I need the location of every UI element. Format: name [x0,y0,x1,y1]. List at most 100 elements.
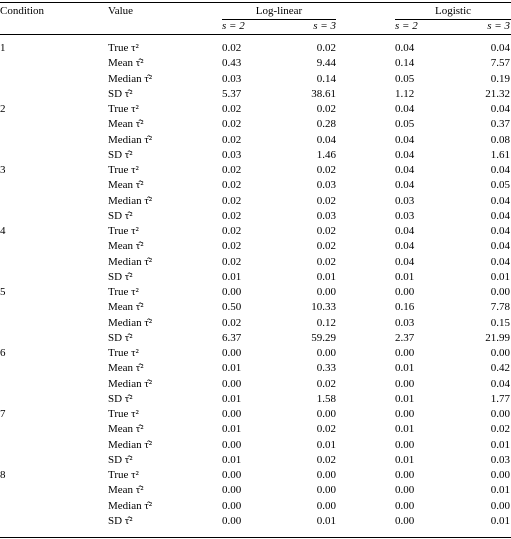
cell: 0.00 [490,286,510,298]
cell: 0.05 [395,72,415,85]
condition-label: 3 [0,164,6,176]
cell: 0.01 [222,453,242,466]
cell: 0.37 [490,118,510,131]
value-label: Mean τ̂² [108,484,144,497]
value-label: SD τ̂² [108,392,133,405]
cell: 0.03 [222,148,242,161]
cell: 0.02 [222,118,242,131]
cell: 0.05 [395,118,415,131]
cell: 0.03 [490,453,510,466]
cell: 0.00 [395,377,415,390]
cell: 0.05 [490,179,510,192]
condition-label: 8 [0,469,6,481]
value-label: Mean τ̂² [108,240,144,253]
cell: 0.00 [222,499,242,512]
cell: 0.01 [395,362,415,375]
value-label: Median τ̂² [108,133,153,146]
cell: 1.61 [490,148,510,161]
cell: 0.02 [222,209,242,222]
cell: 0.00 [222,408,242,420]
cell: 0.00 [316,286,336,298]
group-rule [222,19,336,20]
cell: 0.04 [395,103,415,115]
condition-label: 1 [0,42,6,54]
group-rule [395,19,511,20]
value-label: Median τ̂² [108,438,153,451]
cell: 21.32 [485,87,510,100]
cell: 0.00 [395,469,415,481]
cell: 0.50 [222,301,242,314]
cell: 0.04 [490,103,510,115]
cell: 0.02 [222,240,242,253]
header-rule [0,34,511,35]
cell: 1.58 [316,392,336,405]
cell: 0.02 [222,316,242,329]
cell: 0.04 [395,133,415,146]
cell: 0.00 [222,347,242,359]
cell: 0.43 [222,57,242,70]
value-label: SD τ̂² [108,87,133,100]
cell: 0.04 [490,240,510,253]
value-label: Mean τ̂² [108,57,144,70]
cell: 0.01 [490,514,510,527]
cell: 0.02 [222,194,242,207]
cell: 0.04 [316,133,336,146]
cell: 0.01 [222,270,242,283]
value-label: Median τ̂² [108,255,153,268]
cell: 0.02 [222,133,242,146]
value-label: SD τ̂² [108,270,133,283]
cell: 0.02 [222,164,242,176]
cell: 0.00 [395,514,415,527]
cell: 0.02 [316,255,336,268]
cell: 0.02 [490,423,510,436]
cell: 0.04 [395,225,415,237]
cell: 0.00 [316,469,336,481]
subcolumn-header: s = 3 [487,20,510,32]
cell: 0.00 [222,469,242,481]
cell: 0.01 [395,453,415,466]
value-label: Mean τ̂² [108,423,144,436]
cell: 0.00 [490,469,510,481]
cell: 0.03 [316,209,336,222]
cell: 0.00 [316,499,336,512]
cell: 0.02 [222,255,242,268]
cell: 59.29 [311,331,336,344]
value-label: True τ² [108,408,139,420]
cell: 0.00 [490,408,510,420]
cell: 0.02 [316,453,336,466]
cell: 0.16 [395,301,415,314]
cell: 0.04 [395,148,415,161]
cell: 0.04 [395,179,415,192]
cell: 0.04 [490,209,510,222]
cell: 2.37 [395,331,415,344]
cell: 6.37 [222,331,242,344]
cell: 0.02 [316,194,336,207]
value-label: True τ² [108,469,139,481]
cell: 0.02 [316,42,336,54]
cell: 0.02 [316,240,336,253]
cell: 0.00 [395,286,415,298]
cell: 0.00 [395,408,415,420]
value-label: True τ² [108,164,139,176]
cell: 0.01 [395,423,415,436]
cell: 0.02 [222,179,242,192]
cell: 0.01 [316,438,336,451]
cell: 0.04 [395,42,415,54]
condition-label: 7 [0,408,6,420]
cell: 0.14 [395,57,415,70]
condition-label: 2 [0,103,6,115]
cell: 0.00 [395,484,415,497]
cell: 0.03 [316,179,336,192]
cell: 0.00 [222,377,242,390]
cell: 0.02 [316,225,336,237]
column-header: Condition [0,5,45,17]
cell: 0.00 [316,484,336,497]
cell: 0.02 [316,423,336,436]
cell: 7.57 [490,57,510,70]
cell: 0.01 [395,270,415,283]
cell: 0.19 [490,72,510,85]
cell: 0.01 [222,392,242,405]
value-label: True τ² [108,42,139,54]
value-label: SD τ̂² [108,148,133,161]
